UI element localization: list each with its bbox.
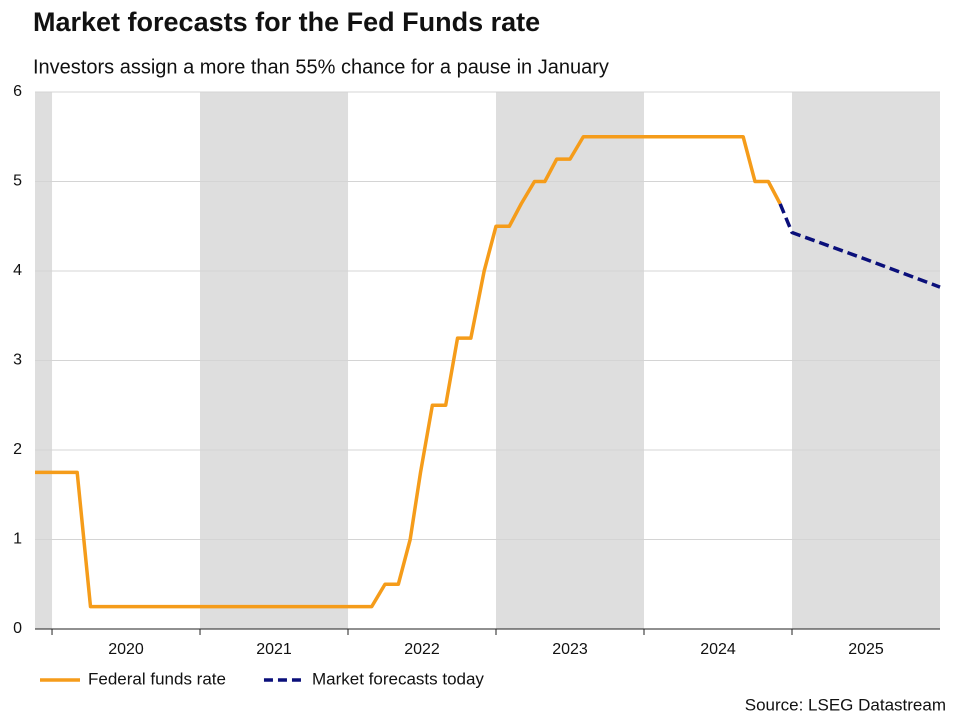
- chart-title: Market forecasts for the Fed Funds rate: [33, 7, 540, 37]
- y-tick-label: 2: [13, 441, 22, 458]
- y-tick-label: 1: [13, 531, 22, 548]
- y-tick-label: 3: [13, 352, 22, 369]
- x-tick-label: 2022: [404, 641, 440, 658]
- legend-label: Federal funds rate: [88, 669, 226, 688]
- y-tick-label: 0: [13, 620, 22, 637]
- data-line: [35, 135, 782, 609]
- chart-subtitle: Investors assign a more than 55% chance …: [33, 56, 609, 78]
- legend-label: Market forecasts today: [312, 669, 484, 688]
- x-tick-label: 2023: [552, 641, 588, 658]
- y-tick-label: 6: [13, 83, 22, 100]
- x-tick-label: 2021: [256, 641, 292, 658]
- y-tick-label: 4: [13, 262, 22, 279]
- x-tick-label: 2024: [700, 641, 736, 658]
- x-tick-label: 2025: [848, 641, 884, 658]
- x-tick-label: 2020: [108, 641, 144, 658]
- source-note: Source: LSEG Datastream: [745, 695, 946, 714]
- data-line: [778, 203, 941, 289]
- y-tick-label: 5: [13, 173, 22, 190]
